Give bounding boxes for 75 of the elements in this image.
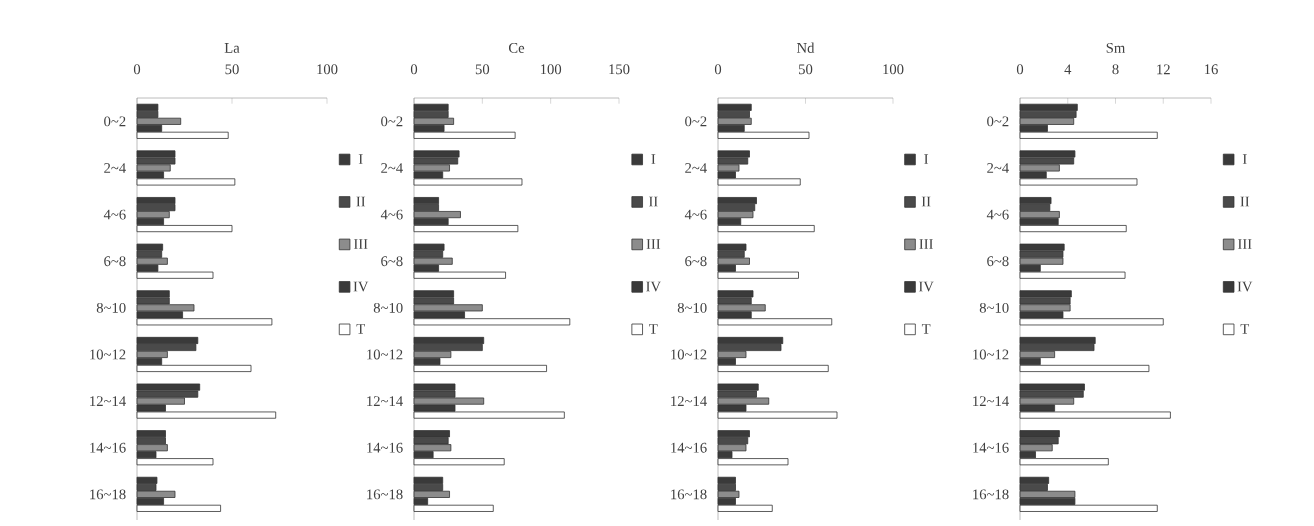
y-tick-label: 10~12 — [671, 349, 707, 360]
y-tick-label: 16~18 — [90, 489, 126, 500]
legend-label: I — [651, 154, 656, 164]
y-tick-label: 0~2 — [987, 116, 1009, 127]
legend-label: II — [921, 196, 931, 207]
legend-label: IV — [1237, 281, 1253, 292]
y-tick-label: 14~16 — [367, 442, 403, 453]
y-tick-label: 10~12 — [90, 349, 126, 360]
x-tick-label: 0 — [133, 64, 141, 75]
chart-title: Ce — [508, 43, 525, 53]
y-tick-label: 12~14 — [973, 396, 1009, 406]
legend-label: T — [921, 324, 931, 334]
y-tick-label: 2~4 — [104, 163, 126, 173]
y-tick-label: 0~2 — [381, 116, 403, 127]
legend-label: IV — [918, 281, 934, 292]
legend-label: T — [1240, 324, 1250, 334]
y-tick-label: 2~4 — [685, 163, 707, 173]
y-tick-label: 12~14 — [367, 396, 403, 406]
chart-title: La — [224, 43, 240, 53]
legend-label: II — [356, 196, 366, 207]
legend-label: III — [646, 239, 661, 249]
x-tick-label: 0 — [410, 64, 418, 75]
y-tick-label: 16~18 — [671, 489, 707, 500]
y-tick-label: 0~2 — [104, 116, 126, 127]
legend-label: III — [353, 239, 368, 249]
x-tick-label: 100 — [317, 64, 338, 75]
legend-label: II — [1240, 196, 1250, 207]
y-tick-label: 12~14 — [671, 396, 707, 406]
y-tick-label: 4~6 — [380, 209, 403, 220]
y-tick-label: 6~8 — [381, 256, 403, 267]
y-tick-label: 12~14 — [90, 396, 126, 406]
y-tick-label: 8~10 — [979, 302, 1009, 313]
y-tick-label: 4~6 — [684, 209, 707, 220]
legend-label: II — [648, 196, 658, 207]
x-tick-label: 12 — [1157, 64, 1170, 75]
y-tick-label: 14~16 — [90, 442, 126, 453]
legend-label: I — [1242, 154, 1247, 164]
y-tick-label: 8~10 — [96, 302, 126, 313]
x-tick-label: 8 — [1112, 64, 1119, 75]
y-tick-label: 10~12 — [973, 349, 1009, 360]
y-tick-label: 6~8 — [104, 256, 126, 267]
x-tick-label: 150 — [609, 64, 630, 75]
y-tick-label: 4~6 — [103, 209, 126, 220]
y-tick-label: 14~16 — [671, 442, 707, 453]
chart-title: Nd — [796, 42, 815, 53]
y-tick-label: 0~2 — [685, 116, 707, 127]
y-tick-label: 16~18 — [973, 489, 1009, 500]
y-tick-label: 8~10 — [373, 302, 403, 313]
legend-label: I — [924, 154, 929, 164]
legend-label: III — [1237, 239, 1252, 249]
y-tick-label: 14~16 — [973, 442, 1009, 453]
x-tick-label: 100 — [540, 64, 562, 75]
y-tick-label: 10~12 — [367, 349, 403, 360]
legend-label: T — [649, 324, 658, 334]
x-tick-label: 50 — [475, 64, 490, 75]
x-tick-label: 4 — [1064, 64, 1072, 75]
legend-label: III — [919, 239, 933, 249]
legend-label: IV — [353, 281, 369, 292]
x-tick-label: 0 — [1016, 64, 1024, 75]
y-tick-label: 4~6 — [986, 209, 1009, 220]
y-tick-label: 6~8 — [987, 256, 1009, 267]
x-tick-label: 100 — [883, 64, 904, 75]
x-tick-label: 50 — [799, 64, 813, 75]
x-tick-label: 0 — [714, 64, 722, 75]
y-tick-label: 8~10 — [677, 302, 707, 313]
legend-label: I — [358, 154, 363, 164]
legend-label: T — [356, 324, 365, 334]
x-tick-label: 16 — [1204, 64, 1218, 75]
y-tick-label: 2~4 — [381, 163, 403, 173]
legend-label: IV — [646, 281, 661, 292]
x-tick-label: 50 — [225, 64, 239, 75]
chart-title: Sm — [1106, 43, 1126, 53]
y-tick-label: 16~18 — [367, 489, 403, 500]
y-tick-label: 6~8 — [685, 256, 707, 267]
y-tick-label: 2~4 — [987, 163, 1009, 173]
